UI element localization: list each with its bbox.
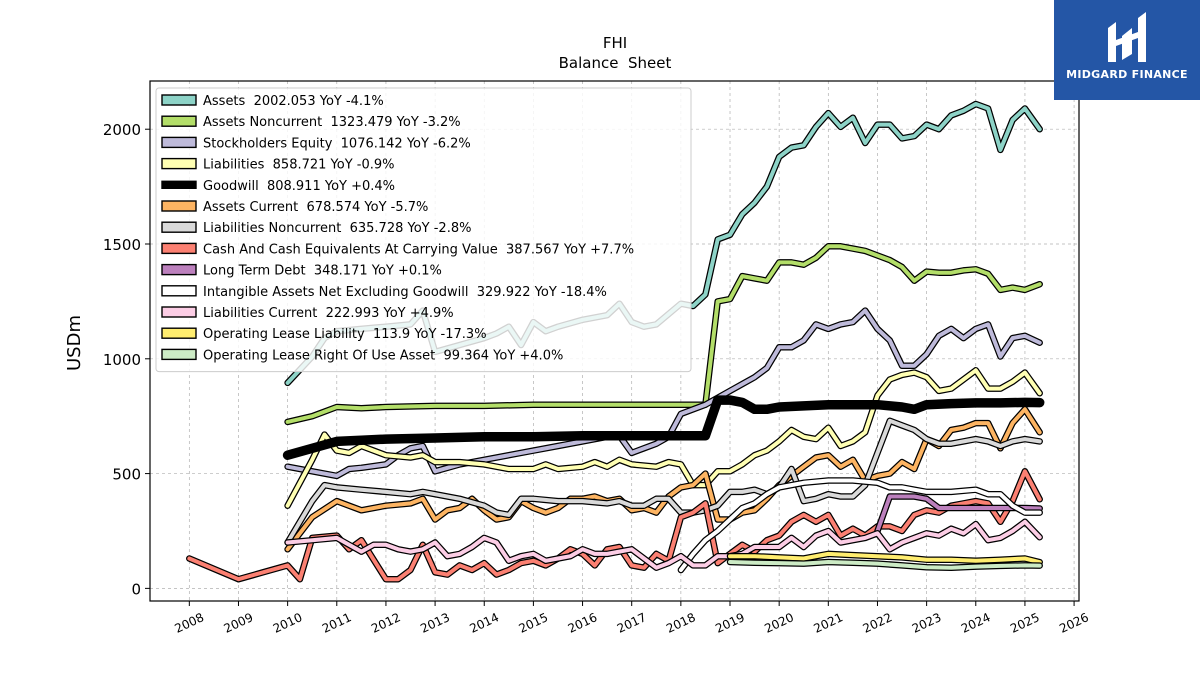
legend-swatch	[161, 242, 197, 255]
x-tick-label: 2013	[418, 610, 452, 636]
legend-swatch	[161, 285, 197, 297]
series-line-4	[282, 395, 1045, 460]
x-tick-label: 2010	[271, 610, 305, 636]
y-tick-label: 2000	[103, 121, 141, 139]
x-tick-label: 2021	[812, 610, 846, 636]
y-axis-label: USDm	[64, 315, 85, 371]
legend-swatch	[161, 157, 197, 170]
y-tick-label: 500	[112, 466, 141, 484]
legend-label: Goodwill 808.911 YoY +0.4%	[203, 179, 395, 194]
legend-label: Operating Lease Liability 113.9 YoY -17.…	[203, 327, 487, 342]
midgard-finance-logo: MIDGARD FINANCE	[1054, 0, 1200, 100]
x-tick-label: 2026	[1057, 610, 1091, 636]
series-stroke	[285, 407, 1042, 552]
series-line-1	[284, 243, 1043, 426]
x-tick-label: 2009	[222, 610, 256, 636]
series-line-11	[726, 550, 1043, 566]
x-axis: 2008 2009 2010 2011 2012 2013 2014 2015 2016 2017…	[173, 601, 1091, 636]
legend-swatch	[161, 348, 197, 361]
x-tick-label: 2025	[1008, 610, 1042, 636]
legend-swatch	[161, 136, 197, 149]
legend-swatch	[161, 115, 197, 127]
series-line-3	[284, 367, 1043, 509]
y-tick-label: 1000	[103, 351, 141, 369]
x-tick-label: 2015	[517, 610, 551, 636]
series-line-12	[726, 558, 1043, 571]
series-stroke	[284, 396, 1044, 459]
plot-frame	[149, 80, 1080, 602]
legend-swatch	[161, 200, 197, 212]
series-stroke	[285, 368, 1042, 508]
x-tick-label: 2016	[566, 610, 600, 636]
legend-label: Stockholders Equity 1076.142 YoY -6.2%	[203, 136, 471, 151]
series-line-8	[874, 493, 1043, 535]
series-line-6	[284, 417, 1043, 546]
legend-swatch	[161, 180, 197, 190]
x-tick-label: 2019	[713, 610, 747, 636]
series-stroke	[728, 560, 1042, 570]
x-tick-label: 2018	[664, 610, 698, 636]
legend-label: Liabilities Noncurrent 635.728 YoY -2.8%	[203, 221, 471, 236]
series-stroke	[678, 478, 1042, 572]
series-stroke	[728, 551, 1042, 565]
legend-label: Liabilities 858.721 YoY -0.9%	[203, 158, 395, 173]
x-tick-label: 2014	[467, 610, 501, 636]
chart-title: FHI	[603, 34, 627, 52]
legend-swatch	[161, 306, 197, 318]
series-stroke	[285, 244, 1042, 424]
legend-label: Operating Lease Right Of Use Asset 99.36…	[203, 348, 563, 363]
x-tick-label: 2023	[910, 610, 944, 636]
chart-subtitle: Balance Sheet	[559, 54, 672, 72]
legend-label: Assets Current 678.574 YoY -5.7%	[203, 200, 428, 215]
legend: Assets 2002.053 YoY -4.1% Assets Noncurre…	[155, 87, 692, 373]
series-line-7	[186, 468, 1043, 583]
legend-label: Long Term Debt 348.171 YoY +0.1%	[203, 264, 442, 279]
legend-swatch	[161, 327, 197, 339]
series-line-2	[284, 307, 1043, 480]
x-tick-label: 2024	[959, 610, 993, 636]
series-line-10	[284, 518, 1043, 571]
legend-label: Intangible Assets Net Excluding Goodwill…	[203, 285, 607, 300]
legend-label: Assets Noncurrent 1323.479 YoY -3.2%	[203, 115, 461, 130]
x-tick-label: 2020	[762, 610, 796, 636]
x-tick-label: 2011	[320, 610, 354, 636]
legend-swatch	[161, 94, 197, 106]
x-tick-label: 2012	[369, 610, 403, 636]
series-line-9	[677, 477, 1043, 574]
series-layer	[186, 100, 1045, 583]
legend-label: Cash And Cash Equivalents At Carrying Va…	[203, 242, 634, 257]
legend-label: Liabilities Current 222.993 YoY +4.9%	[203, 306, 454, 321]
midgard-logo-mark-icon	[1108, 12, 1146, 62]
series-stroke	[285, 519, 1042, 570]
legend-swatch	[161, 263, 197, 276]
series-stroke	[187, 469, 1042, 582]
legend-box	[155, 87, 692, 373]
x-tick-label: 2017	[615, 610, 649, 636]
legend-swatch	[161, 221, 197, 233]
series-stroke	[285, 418, 1042, 545]
x-tick-label: 2008	[173, 610, 207, 636]
x-tick-label: 2022	[861, 610, 895, 636]
series-line-5	[284, 406, 1043, 553]
logo-text: MIDGARD FINANCE	[1066, 68, 1188, 81]
y-axis: 0 500 1000 1500 2000	[103, 121, 150, 598]
series-stroke	[875, 494, 1042, 533]
legend-label: Assets 2002.053 YoY -4.1%	[203, 94, 384, 109]
y-tick-label: 0	[131, 580, 141, 598]
y-tick-label: 1500	[103, 236, 141, 254]
series-stroke	[285, 308, 1042, 478]
